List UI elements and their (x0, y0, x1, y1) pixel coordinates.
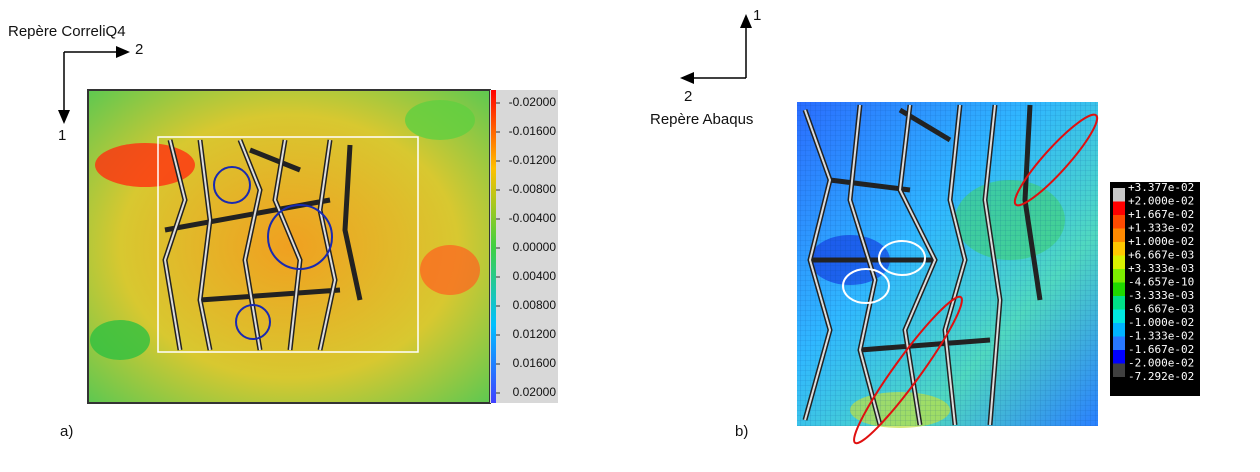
arrow-head (116, 46, 130, 58)
highlight-ellipse (878, 240, 926, 276)
legend-swatch (1113, 363, 1125, 377)
legend-label: +1.333e-02 (1128, 222, 1194, 235)
legend-label: -2.000e-02 (1128, 357, 1194, 370)
colorbar-label: -0.01200 (509, 153, 557, 167)
colorbar-panel (490, 90, 558, 403)
legend-label: +1.000e-02 (1128, 235, 1194, 248)
legend-swatch (1113, 242, 1125, 256)
legend-swatch (1113, 336, 1125, 350)
frame-title: Repère CorreliQ4 (8, 23, 126, 40)
legend-swatch (1113, 269, 1125, 283)
axis-label: 1 (753, 7, 761, 24)
colorbar (491, 90, 496, 403)
highlight-circle (213, 166, 251, 204)
arrow-head (740, 14, 752, 28)
legend-label: +2.000e-02 (1128, 195, 1194, 208)
colorbar-label: 0.00800 (513, 298, 557, 312)
legend-swatch (1113, 309, 1125, 323)
colorbar-label: 0.00000 (513, 240, 557, 254)
panel-label: a) (60, 423, 73, 440)
legend-swatch (1113, 323, 1125, 337)
highlight-ellipse (842, 268, 890, 304)
legend-swatch (1113, 188, 1125, 202)
legend-label: -1.000e-02 (1128, 316, 1194, 329)
cool-spot (405, 100, 475, 140)
colorbar-label: 0.01200 (513, 327, 557, 341)
legend-swatch (1113, 228, 1125, 242)
legend-label: -3.333e-03 (1128, 289, 1194, 302)
grain-boundaries (802, 104, 1043, 426)
arrow-head (58, 110, 70, 124)
axis-label: 1 (58, 127, 66, 144)
cool-spot (90, 320, 150, 360)
hot-spot (95, 143, 195, 187)
highlight-ellipse (1013, 113, 1099, 207)
axis-label: 2 (135, 41, 143, 58)
legend-swatch (1113, 215, 1125, 229)
legend-label: -6.667e-03 (1128, 303, 1194, 316)
roi-frame (157, 136, 419, 353)
arrow-head (680, 72, 694, 84)
panel-label: b) (735, 423, 748, 440)
legend-swatch (1113, 255, 1125, 269)
panel-b: 1 2 Repère Abaqus +3.377e-02+2.000e-02+1… (650, 7, 1200, 445)
legend-label: -1.667e-02 (1128, 343, 1194, 356)
legend-swatch (1113, 282, 1125, 296)
legend-label: +6.667e-03 (1128, 249, 1194, 262)
colorbar-label: 0.02000 (513, 385, 557, 399)
highlight-circle (267, 204, 333, 270)
legend-swatch (1113, 296, 1125, 310)
colorbar-label: 0.01600 (513, 356, 557, 370)
legend-label: -7.292e-02 (1128, 370, 1194, 383)
colorbar-label: -0.01600 (509, 124, 557, 138)
legend-label: +3.333e-03 (1128, 262, 1194, 275)
legend-label: +3.377e-02 (1128, 181, 1194, 194)
highlight-circle (235, 304, 271, 340)
colorbar-label: -0.02000 (509, 95, 557, 109)
grain-boundaries (162, 139, 363, 351)
panel-a: Repère CorreliQ4 2 1 -0.02000 -0.01600 -0.… (8, 23, 558, 440)
legend-swatch (1113, 350, 1125, 364)
colorbar-label: -0.00400 (509, 211, 557, 225)
legend-label: +1.667e-02 (1128, 208, 1194, 221)
strain-map (87, 89, 491, 404)
colorbar-label: 0.00400 (513, 269, 557, 283)
hot-spot (420, 245, 480, 295)
legend-label: -1.333e-02 (1128, 330, 1194, 343)
legend-label: -4.657e-10 (1128, 276, 1194, 289)
legend-swatch (1113, 201, 1125, 215)
colorbar-label: -0.00800 (509, 182, 557, 196)
axis-label: 2 (684, 88, 692, 105)
frame-title: Repère Abaqus (650, 111, 753, 128)
highlight-ellipse (853, 295, 963, 445)
